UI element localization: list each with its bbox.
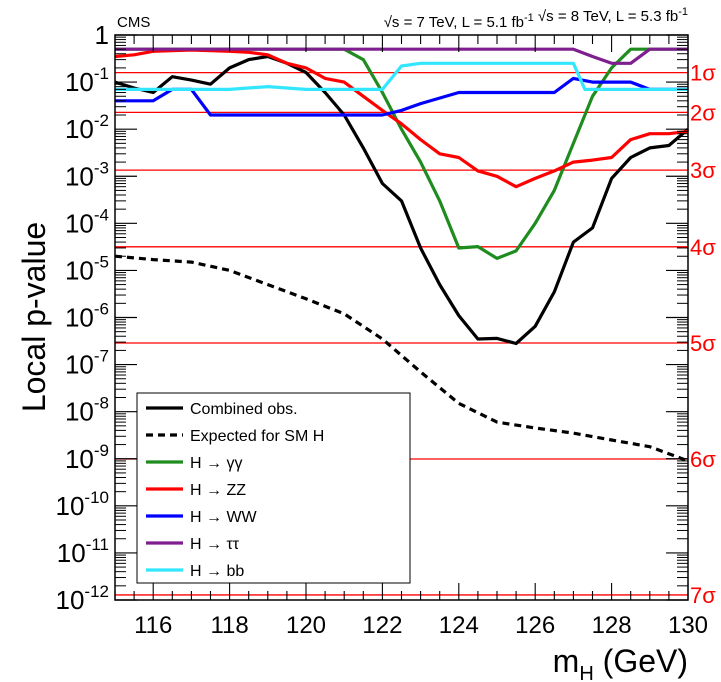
header-right: √s = 7 TeV, L = 5.1 fb-1 √s = 8 TeV, L =… <box>384 6 688 31</box>
x-axis-label: mH (GeV) <box>553 643 688 682</box>
y-tick-label: 10-4 <box>65 205 109 238</box>
sigma-label-4: 4σ <box>690 235 716 260</box>
sigma-label-1: 1σ <box>690 61 716 86</box>
legend-label-h: H → ττ <box>190 536 240 553</box>
series-line-h-bb <box>115 61 688 92</box>
legend-label-h: H → γγ <box>190 455 242 472</box>
x-tick-label: 118 <box>210 612 248 639</box>
sigma-label-5: 5σ <box>690 331 716 356</box>
sigma-label-2: 2σ <box>690 100 716 125</box>
legend-label-h-ww: H → WW <box>190 509 258 526</box>
header-left: CMS <box>117 14 150 31</box>
y-tick-label: 10-9 <box>65 441 109 474</box>
y-tick-label: 1 <box>95 20 109 50</box>
y-tick-label: 10-12 <box>56 582 110 615</box>
y-tick-label: 10-2 <box>65 111 109 144</box>
x-tick-label: 122 <box>362 612 402 639</box>
legend-label-h-bb: H → bb <box>190 563 244 580</box>
x-tick-label: 120 <box>286 612 326 639</box>
x-tick-label: 128 <box>592 612 632 639</box>
x-tick-label: 126 <box>515 612 555 639</box>
y-tick-label: 10-10 <box>56 488 110 521</box>
legend-entries: Combined obs. Expected for SM H H → γγ H → … <box>146 401 324 580</box>
sigma-label-3: 3σ <box>690 158 716 183</box>
series-line-h-ww <box>115 76 688 117</box>
y-tick-label: 10-7 <box>65 347 109 380</box>
y-axis-label: Local p-value <box>16 222 52 412</box>
sigma-label-7: 7σ <box>690 583 716 608</box>
y-tick-label: 10-8 <box>65 394 109 427</box>
legend: Combined obs. Expected for SM H H → γγ H → … <box>136 392 411 584</box>
legend-label-expected-for-sm-h: Expected for SM H <box>190 428 324 445</box>
sigma-label-6: 6σ <box>690 447 716 472</box>
legend-label-h-zz: H → ZZ <box>190 482 246 499</box>
y-tick-label: 10-1 <box>65 64 109 97</box>
y-tick-label: 10-6 <box>65 300 109 333</box>
axis-ticks <box>114 34 689 601</box>
y-tick-label: 10-11 <box>57 535 109 568</box>
series-line-h-zz <box>114 48 689 189</box>
series-lines <box>114 47 690 463</box>
y-tick-label: 10-5 <box>65 252 109 285</box>
series-line-combined-obs <box>114 54 690 346</box>
sigma-lines: 1σ 2σ 3σ 4σ 5σ 6σ 7σ <box>115 61 716 608</box>
x-tick-label: 130 <box>668 612 708 639</box>
x-tick-label: 124 <box>439 612 479 639</box>
series-line-expected-for-sm-h <box>114 254 689 463</box>
legend-label-combined-obs: Combined obs. <box>190 401 298 418</box>
y-tick-label: 10-3 <box>65 158 109 191</box>
axis-tick-labels: 116 118 120 122 124 126 128 130 1 10-1 10-2 10-3 10-… <box>56 20 709 639</box>
x-tick-label: 116 <box>134 612 172 639</box>
